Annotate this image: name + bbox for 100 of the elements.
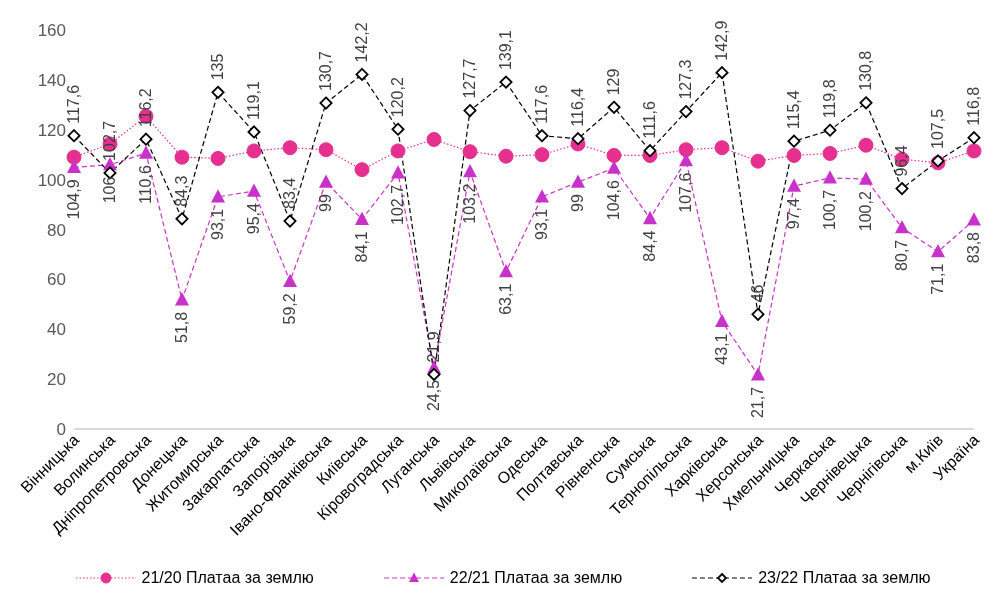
data-label: 84,3 [173, 175, 190, 207]
point [211, 85, 225, 99]
point [67, 159, 81, 174]
point [678, 142, 694, 158]
data-label: 115,4 [785, 90, 802, 130]
data-label: 130,8 [857, 50, 874, 91]
data-label: 83,4 [281, 177, 298, 210]
point [643, 144, 657, 158]
point [715, 66, 729, 80]
data-label: 129 [605, 68, 622, 96]
point [462, 144, 478, 160]
y-tick-label: 160 [37, 21, 66, 41]
data-label: 142,9 [713, 20, 730, 61]
point [859, 96, 873, 110]
data-label: 93,1 [533, 208, 550, 240]
data-label: 93,1 [209, 208, 226, 240]
data-label: 106 [101, 176, 118, 204]
data-label: 104,6 [605, 180, 622, 221]
data-label: 139,1 [497, 29, 514, 71]
point [967, 212, 981, 226]
y-tick-label: 20 [47, 370, 66, 390]
data-label: 99 [317, 194, 334, 212]
y-tick-label: 120 [37, 120, 66, 140]
point [66, 149, 82, 165]
point [427, 367, 441, 381]
point [534, 147, 550, 163]
point [210, 150, 226, 166]
data-label: 127,3 [677, 59, 694, 100]
point [679, 105, 693, 119]
data-label: 71,1 [929, 263, 946, 295]
point [463, 163, 477, 178]
data-label: 46 [749, 284, 766, 303]
data-label: 119,1 [245, 81, 262, 120]
point [247, 125, 261, 139]
y-tick-label: 100 [37, 170, 66, 190]
point [895, 182, 909, 196]
point [319, 174, 333, 188]
point [139, 145, 153, 159]
point [246, 143, 262, 159]
data-label: 116,4 [569, 87, 586, 127]
point [499, 75, 513, 89]
data-label: 142,2 [353, 22, 370, 63]
point [859, 171, 873, 185]
point [67, 129, 81, 143]
data-label: 119,8 [821, 79, 838, 119]
data-label: 117,6 [533, 84, 550, 124]
point [355, 211, 369, 225]
data-label: 84,4 [641, 230, 658, 262]
data-label: 130,7 [317, 50, 334, 92]
point [750, 153, 766, 169]
point [571, 132, 585, 146]
data-label: 120,2 [389, 77, 406, 118]
y-tick-label: 40 [47, 320, 66, 340]
point [571, 174, 585, 188]
point [355, 67, 369, 81]
point [390, 143, 406, 159]
point [966, 143, 982, 159]
point [463, 104, 477, 118]
point [283, 273, 297, 287]
point [751, 367, 765, 381]
y-tick-label: 80 [47, 220, 66, 240]
point [391, 165, 405, 179]
data-label: 99 [569, 194, 586, 212]
point [786, 147, 802, 163]
point [283, 214, 297, 228]
data-label: 24,5 [425, 379, 442, 412]
data-label: 117,6 [65, 84, 82, 124]
data-label: 100,7 [821, 189, 838, 230]
point [139, 132, 153, 146]
point [823, 123, 837, 137]
data-label: 111,6 [641, 100, 658, 139]
point [858, 137, 874, 153]
point [787, 134, 801, 148]
point [391, 122, 405, 136]
point [535, 129, 549, 143]
data-label: 51,8 [173, 311, 190, 343]
data-label: 116,8 [965, 86, 982, 126]
data-label: 83,8 [965, 231, 982, 264]
data-label: 95,4 [245, 202, 262, 235]
point [823, 170, 837, 184]
data-label: 116,2 [137, 88, 154, 128]
point [607, 160, 621, 174]
point [499, 263, 513, 278]
point [714, 140, 730, 156]
data-label: 21,7 [749, 386, 766, 419]
point [175, 212, 189, 226]
point [426, 131, 442, 147]
legend-label: 22/21 Платаа за землю [449, 569, 623, 587]
point [319, 96, 333, 110]
point [354, 162, 370, 178]
point [175, 292, 189, 306]
data-label: 127,7 [461, 58, 478, 99]
data-label: 97,4 [785, 198, 802, 230]
data-label: 104,9 [65, 179, 82, 220]
point [535, 189, 549, 203]
data-label: 110,6 [137, 165, 154, 205]
point [895, 220, 909, 234]
point [606, 147, 622, 163]
data-label: 21,9 [425, 331, 442, 363]
point [931, 243, 945, 258]
